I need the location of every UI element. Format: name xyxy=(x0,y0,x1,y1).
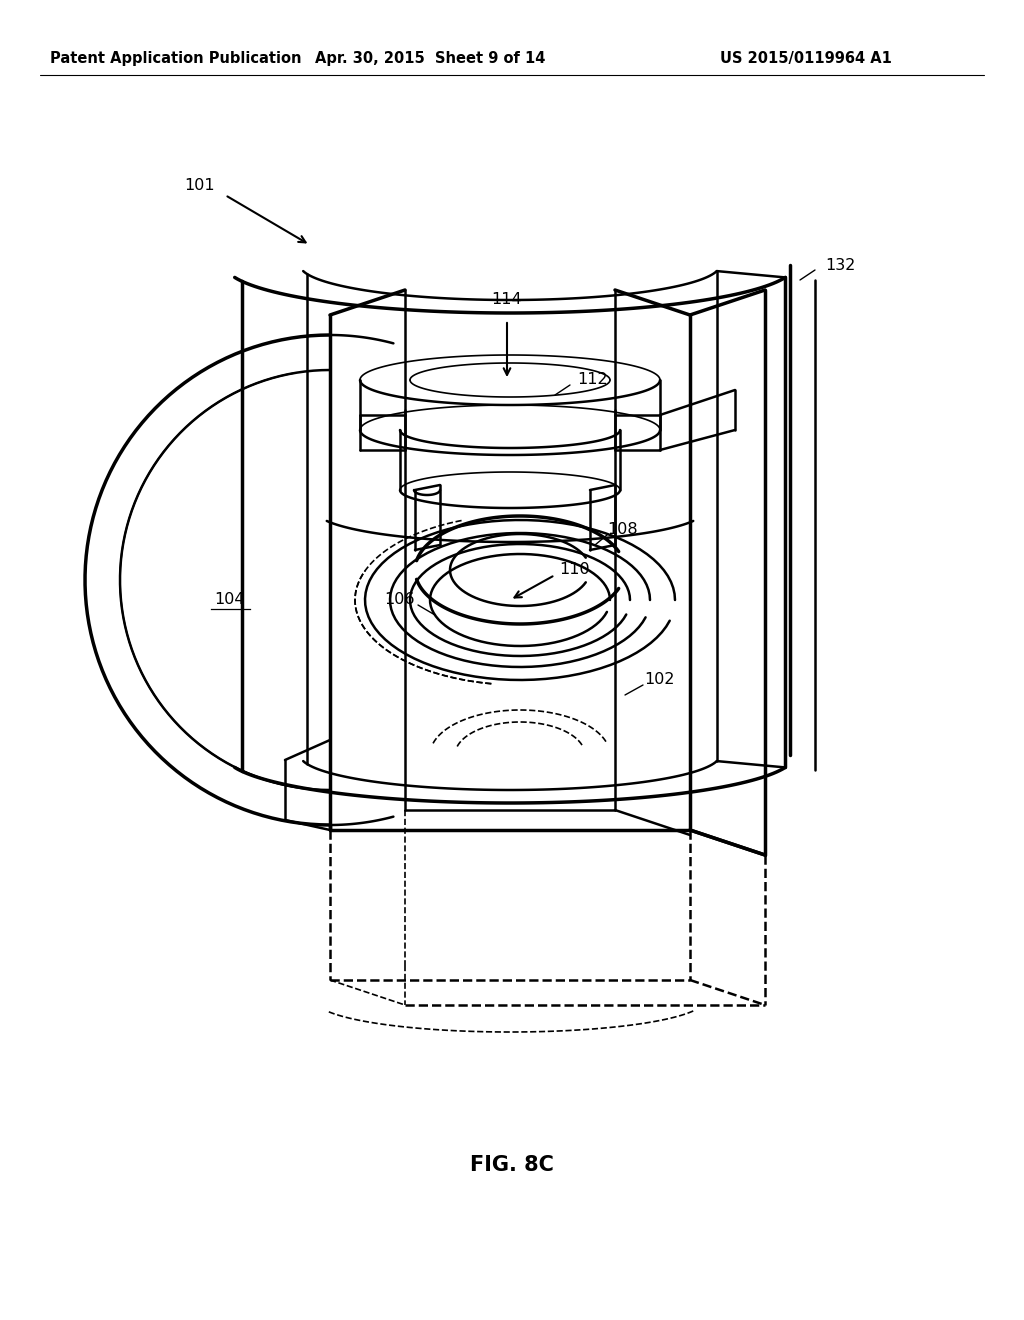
Text: 112: 112 xyxy=(578,372,608,388)
Text: 114: 114 xyxy=(492,293,522,308)
Text: 108: 108 xyxy=(607,523,638,537)
Text: 110: 110 xyxy=(560,562,590,578)
Text: 104: 104 xyxy=(215,593,246,607)
Text: 106: 106 xyxy=(385,593,416,607)
Text: Apr. 30, 2015  Sheet 9 of 14: Apr. 30, 2015 Sheet 9 of 14 xyxy=(314,50,545,66)
Text: FIG. 8C: FIG. 8C xyxy=(470,1155,554,1175)
Text: 132: 132 xyxy=(824,257,855,272)
Text: 101: 101 xyxy=(184,177,215,193)
Text: Patent Application Publication: Patent Application Publication xyxy=(50,50,301,66)
Text: US 2015/0119964 A1: US 2015/0119964 A1 xyxy=(720,50,892,66)
Text: 102: 102 xyxy=(645,672,675,688)
